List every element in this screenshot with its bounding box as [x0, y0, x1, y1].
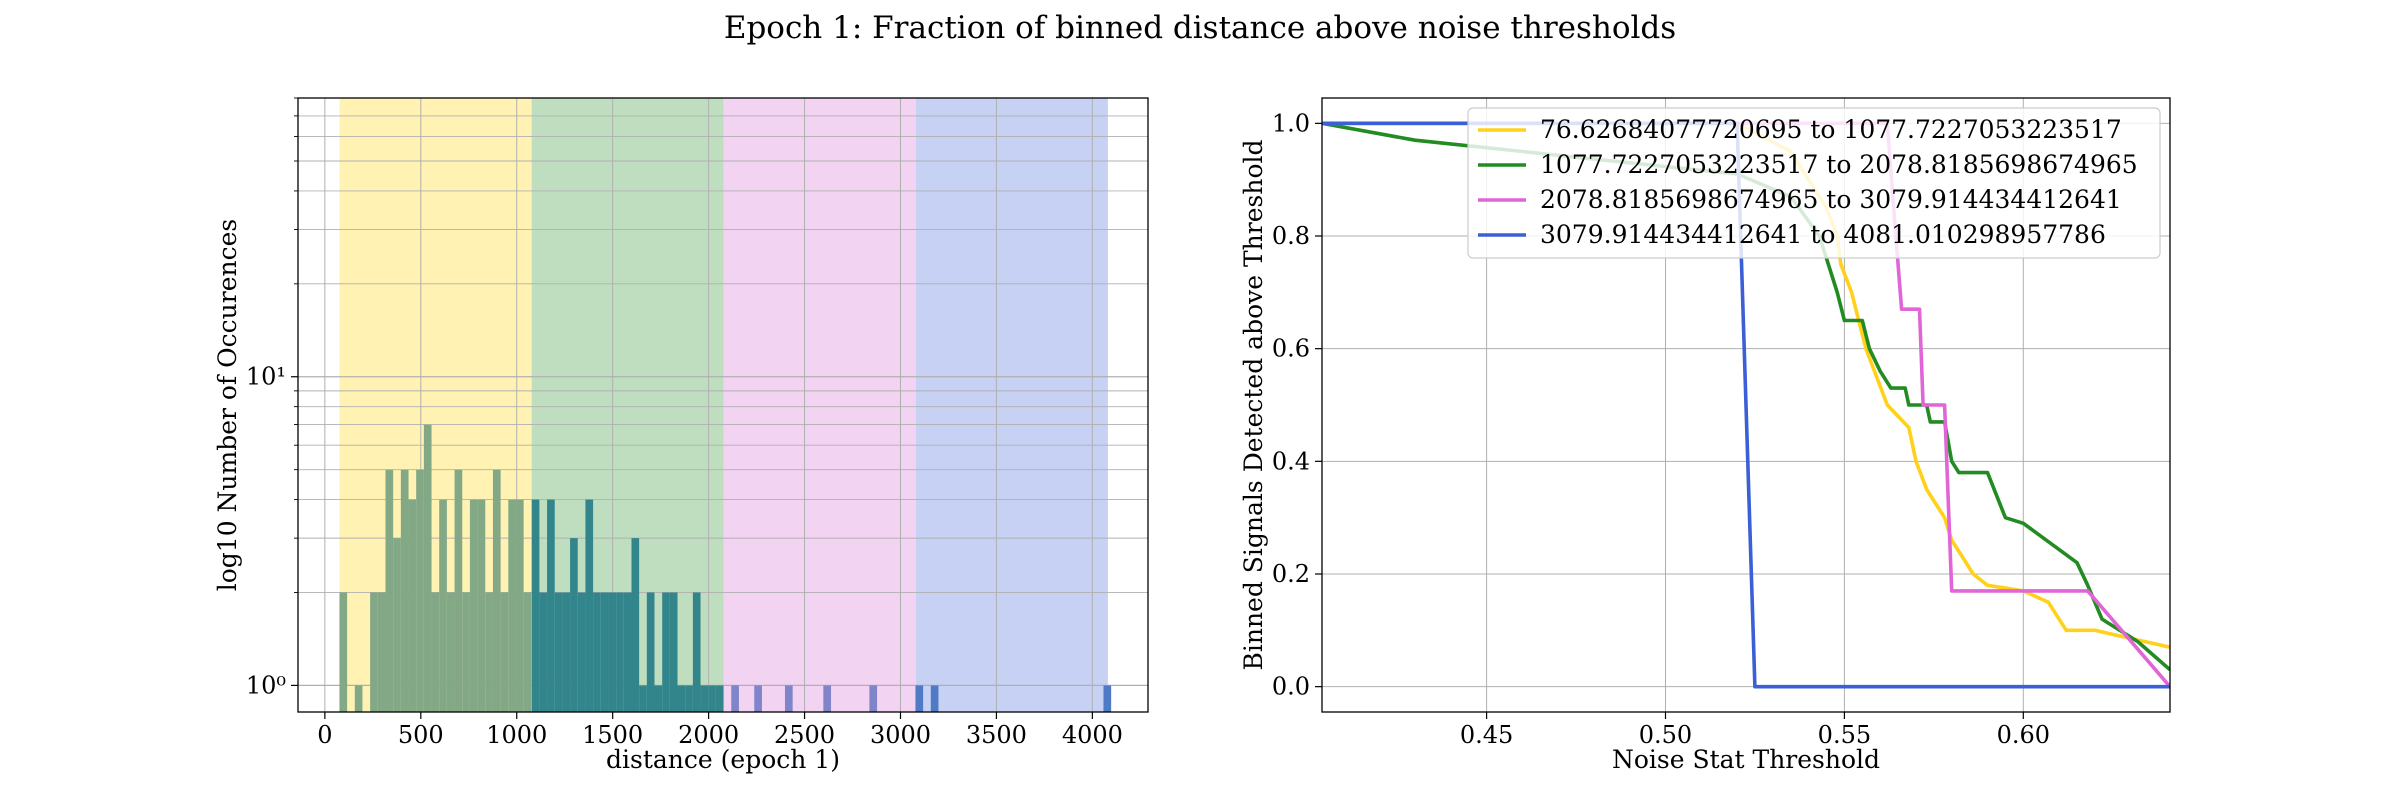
histogram-bar	[1103, 685, 1112, 712]
histogram-bar	[662, 592, 670, 712]
histogram-bar	[377, 592, 386, 712]
x-tick-label: 0.50	[1639, 721, 1692, 749]
histogram-bar	[354, 685, 363, 712]
histogram-bar	[593, 592, 601, 712]
histogram-bar	[631, 538, 640, 712]
histogram-bar	[639, 685, 647, 712]
histogram-bar	[423, 424, 432, 712]
histogram-bar	[915, 685, 924, 712]
histogram-bar	[623, 592, 632, 712]
histogram-grid	[298, 97, 1148, 712]
x-tick-label: 0.55	[1818, 721, 1871, 749]
y-tick-label: 0.0	[1272, 673, 1310, 701]
histogram-bar	[869, 685, 878, 712]
histogram-bar	[654, 685, 663, 712]
x-axis-label: distance (epoch 1)	[606, 745, 840, 774]
x-tick-label: 0	[317, 721, 332, 749]
y-tick-label: 10⁰	[246, 671, 286, 699]
histogram-bar	[539, 592, 548, 712]
x-tick-label: 500	[398, 721, 444, 749]
x-tick-label: 0.60	[1997, 721, 2050, 749]
y-tick-label: 0.8	[1272, 222, 1310, 250]
y-axis-label: log10 Number of Occurences	[213, 219, 242, 592]
histogram-bar	[784, 685, 793, 712]
histogram-bar	[500, 592, 509, 712]
histogram-bar	[492, 469, 501, 712]
histogram-bar	[477, 499, 486, 712]
histogram-bar	[700, 685, 709, 712]
y-tick-label: 0.6	[1272, 335, 1310, 363]
x-tick-label: 0.45	[1460, 721, 1513, 749]
histogram-bar	[570, 538, 578, 712]
histogram-chart: 0 500 1000 1500 2000 2500 3000 3500 4000 10⁰ 10¹ di…	[213, 97, 1149, 774]
histogram-bar	[523, 592, 532, 712]
histogram-bar	[562, 592, 571, 712]
legend-label-2: 1077.7227053223517 to 2078.8185698674965	[1540, 150, 2138, 179]
histogram-bar	[715, 685, 724, 712]
legend-box	[1467, 107, 2161, 259]
distance-band-4	[915, 98, 1108, 712]
distance-band-3	[723, 98, 916, 712]
line-chart-frame	[1321, 97, 2171, 713]
histogram-bar	[930, 685, 939, 712]
histogram-bar	[515, 499, 524, 712]
legend-label-1: 76.62684077720695 to 1077.7227053223517	[1540, 115, 2122, 144]
histogram-bar	[370, 592, 378, 712]
histogram-bar	[508, 499, 516, 712]
histogram-bar	[469, 499, 478, 712]
x-tick-label: 3500	[966, 721, 1027, 749]
histogram-bar	[431, 592, 440, 712]
histogram-bar	[608, 592, 617, 712]
histogram-bar	[685, 685, 693, 712]
histogram-bar	[400, 469, 409, 712]
y-axis-label: Binned Signals Detected above Threshold	[1239, 139, 1268, 670]
x-tick-label: 2500	[774, 721, 835, 749]
histogram-bar	[554, 592, 563, 712]
histogram-bar	[446, 592, 455, 712]
histogram-bar	[677, 685, 686, 712]
x-tick-label: 1500	[582, 721, 643, 749]
histogram-bar	[577, 592, 586, 712]
histogram-bar	[823, 685, 832, 712]
histogram-bar	[416, 469, 424, 712]
histogram-bar	[385, 469, 394, 712]
histogram-bar	[708, 685, 716, 712]
histogram-bar	[669, 592, 678, 712]
legend-label-4: 3079.914434412641 to 4081.010298957786	[1540, 220, 2106, 249]
y-tick-label: 10¹	[246, 363, 286, 391]
histogram-bar	[485, 592, 493, 712]
y-tick-label: 1.0	[1272, 109, 1310, 137]
histogram-bar	[731, 685, 739, 712]
histogram-bar	[646, 592, 655, 712]
histogram-bar	[393, 538, 401, 712]
legend-label-3: 2078.8185698674965 to 3079.914434412641	[1540, 185, 2122, 214]
x-tick-label: 2000	[678, 721, 739, 749]
histogram-bar	[439, 499, 447, 712]
histogram-bar	[408, 499, 417, 712]
figure-title: Epoch 1: Fraction of binned distance abo…	[723, 10, 1677, 46]
histogram-frame	[297, 97, 1149, 713]
histogram-bar	[585, 499, 594, 712]
x-tick-label: 3000	[870, 721, 931, 749]
histogram-bar	[339, 592, 348, 712]
histogram-bar	[754, 685, 762, 712]
histogram-bar	[616, 592, 624, 712]
x-tick-label: 4000	[1062, 721, 1123, 749]
threshold-line-chart: 0.45 0.50 0.55 0.60 0.0 0.2 0.4 0.6 0.8 1.0 Noise …	[1239, 97, 2171, 774]
histogram-bar	[462, 592, 470, 712]
histogram-bar	[547, 499, 555, 712]
histogram-bar	[454, 469, 463, 712]
x-tick-label: 1000	[486, 721, 547, 749]
y-tick-label: 0.4	[1272, 447, 1310, 475]
histogram-bar	[531, 499, 540, 712]
histogram-bar	[600, 592, 609, 712]
legend: 76.62684077720695 to 1077.7227053223517 1…	[1467, 107, 2161, 259]
x-axis-label: Noise Stat Threshold	[1612, 745, 1880, 774]
histogram-bar	[692, 592, 701, 712]
y-tick-label: 0.2	[1272, 560, 1310, 588]
